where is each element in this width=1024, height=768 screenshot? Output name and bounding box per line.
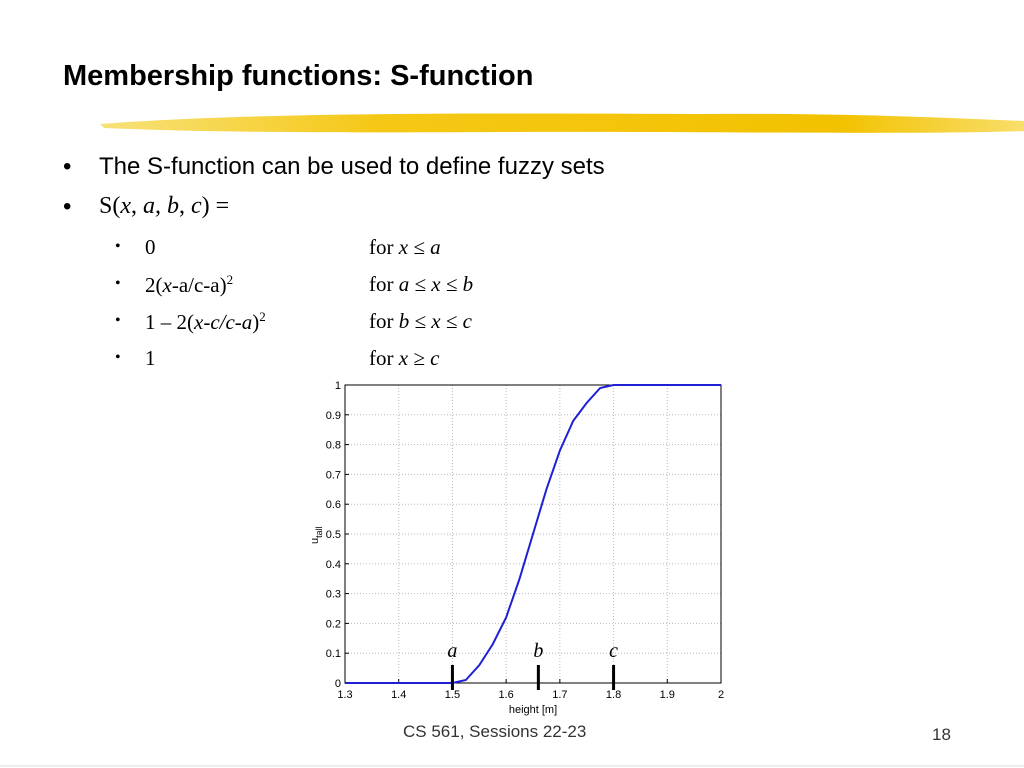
text-run: 2(	[145, 273, 163, 297]
y-tick-label: 0.4	[326, 559, 341, 571]
y-tick-label: 0.6	[326, 499, 341, 511]
chart: 1.3 1.4 1.5 1.6 1.7 1.8 1.9 2 0 0.1 0.2 0.3 0.4 0.5 0.…	[309, 380, 724, 716]
text-run: x-c/c-a	[194, 310, 253, 334]
text-run: x ≥ c	[398, 346, 440, 370]
y-tick-label: 0.7	[326, 469, 341, 481]
text-run: c	[191, 193, 202, 219]
slide-title: Membership functions: S-function	[63, 60, 534, 92]
annotation: c	[609, 640, 618, 662]
formula: 2(x-a/c-a)2	[145, 272, 233, 298]
y-tick-label: 0.8	[326, 440, 341, 452]
bullet: The S-function can be used to define fuz…	[63, 153, 605, 181]
condition: for a ≤ x ≤ b	[369, 272, 473, 297]
x-axis-label: height [m]	[509, 704, 557, 716]
x-tick-label: 2	[718, 689, 724, 701]
condition: for b ≤ x ≤ c	[369, 309, 472, 334]
text-run: for	[369, 235, 399, 259]
annotation: b	[533, 640, 543, 662]
y-axis-label-subscript: tall	[314, 526, 324, 538]
line	[345, 384, 721, 684]
formula: 1	[145, 346, 156, 371]
x-tick-label: 1.5	[445, 689, 460, 701]
brush-stroke	[100, 113, 1024, 133]
text-run: b ≤ x ≤ c	[398, 309, 472, 333]
page-number: 18	[932, 725, 951, 744]
condition: for x ≤ a	[369, 235, 441, 260]
footer: CS 561, Sessions 22-23	[403, 722, 587, 741]
condition: for x ≥ c	[369, 346, 439, 371]
bullet-text: S(x, a, b, c) =	[99, 193, 229, 219]
text-run: 2	[259, 309, 266, 324]
y-tick-label: 0.1	[326, 648, 341, 660]
text-run: ,	[179, 193, 191, 219]
x-tick-label: 1.9	[660, 689, 675, 701]
plot-frame	[344, 384, 722, 684]
y-tick-label: 0.9	[326, 410, 341, 422]
text-run: a ≤ x ≤ b	[398, 272, 474, 296]
x-tick-label: 1.3	[337, 689, 352, 701]
bullet-text: The S-function can be used to define fuz…	[99, 153, 605, 180]
text-run: ,	[131, 193, 143, 219]
text-run: S(	[99, 193, 121, 219]
x-tick-label: 1.4	[391, 689, 406, 701]
formula: 1 – 2(x-c/c-a)2	[145, 309, 266, 335]
text-run: -a/c-a)	[171, 273, 227, 297]
text-run: for	[369, 309, 399, 333]
text-run: x	[120, 193, 131, 219]
text-run: x ≤ a	[398, 235, 441, 259]
text-run: 2	[226, 272, 234, 287]
text-run: The S-function can be used to define fuz…	[99, 153, 605, 180]
y-tick-label: 0.2	[326, 618, 341, 630]
x-tick-label: 1.7	[552, 689, 567, 701]
text-run: )	[252, 310, 260, 334]
y-tick-label: 0	[335, 678, 341, 690]
text-run: a, b	[143, 193, 179, 219]
text-run: for	[369, 272, 399, 296]
text-run: 1	[145, 346, 156, 370]
text-run: 1 – 2(	[145, 310, 194, 334]
text-run: x	[162, 273, 172, 297]
y-axis-label: utall	[309, 526, 324, 544]
text-run: ) =	[201, 193, 230, 219]
text-run: 0	[145, 235, 156, 259]
annotation: a	[447, 640, 457, 662]
formula: 0	[145, 235, 156, 260]
y-tick-label: 0.3	[326, 589, 341, 601]
y-tick-label: 1	[335, 380, 341, 392]
x-tick-label: 1.6	[498, 689, 513, 701]
bullet: S(x, a, b, c) =	[63, 193, 229, 221]
text-run: for	[369, 346, 399, 370]
x-tick-label: 1.8	[606, 689, 621, 701]
y-tick-label: 0.5	[326, 529, 341, 541]
